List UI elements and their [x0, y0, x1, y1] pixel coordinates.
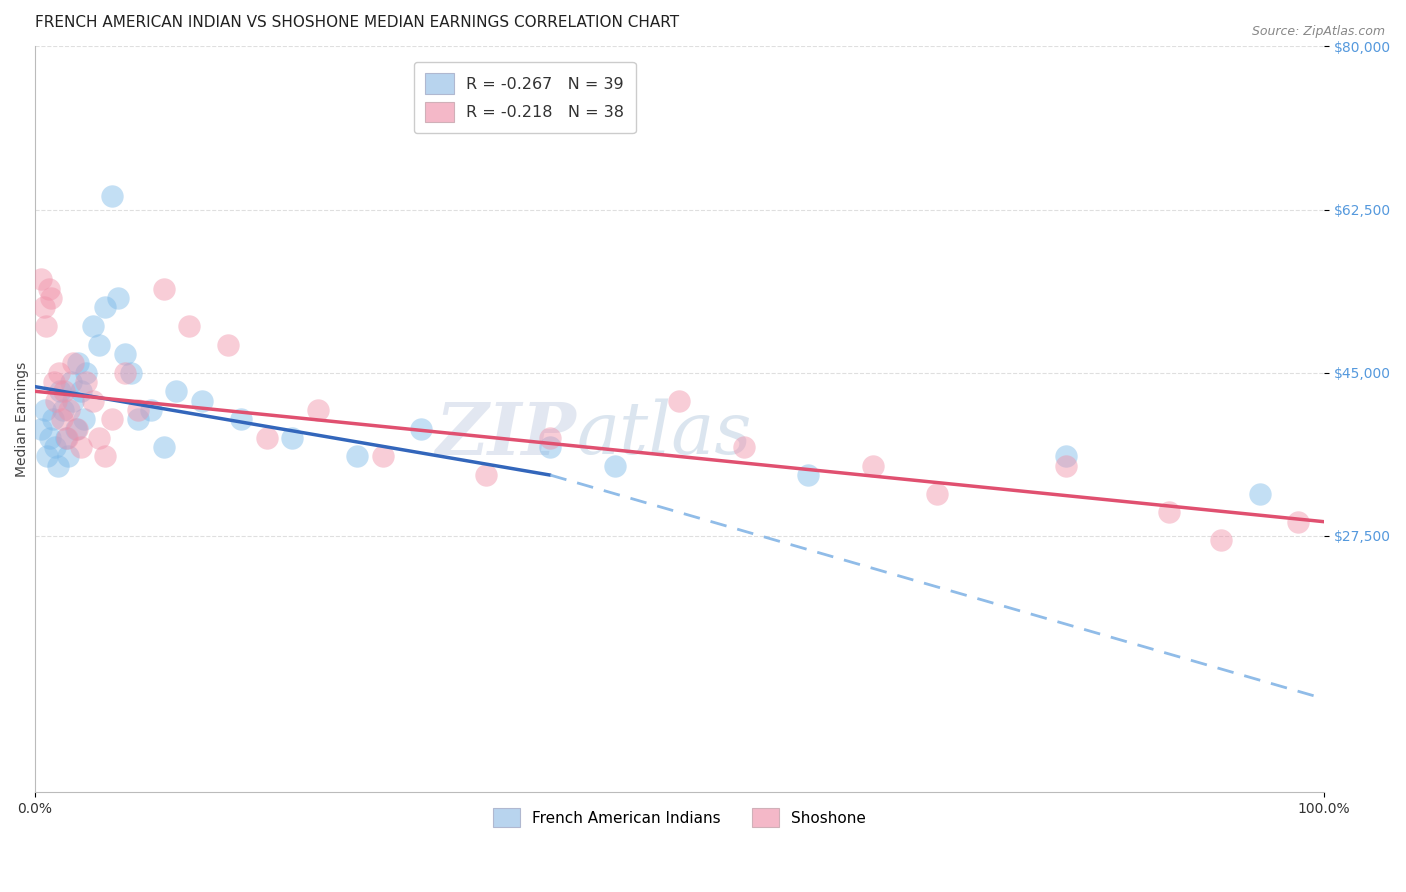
Point [139, 403, 162, 417]
Point [114, 347, 136, 361]
Point [35, 318, 58, 333]
Point [127, 412, 149, 426]
Point [55, 431, 77, 445]
Point [120, 366, 142, 380]
Point [191, 393, 214, 408]
Point [862, 458, 884, 473]
Point [87, 337, 110, 351]
Point [733, 440, 755, 454]
Point [94, 301, 117, 315]
Point [59, 375, 82, 389]
Legend: French American Indians, Shoshone: French American Indians, Shoshone [484, 798, 876, 837]
Point [217, 337, 239, 351]
Point [371, 450, 394, 464]
Point [30, 272, 52, 286]
Point [41, 412, 63, 426]
Text: FRENCH AMERICAN INDIAN VS SHOSHONE MEDIAN EARNINGS CORRELATION CHART: FRENCH AMERICAN INDIAN VS SHOSHONE MEDIA… [35, 15, 679, 30]
Point [152, 440, 174, 454]
Point [45, 393, 67, 408]
Point [1209, 533, 1232, 548]
Point [668, 393, 690, 408]
Y-axis label: Median Earnings: Median Earnings [15, 361, 30, 477]
Point [229, 412, 252, 426]
Point [101, 412, 124, 426]
Point [53, 384, 76, 399]
Text: atlas: atlas [576, 399, 752, 469]
Point [51, 412, 73, 426]
Point [44, 440, 66, 454]
Point [75, 366, 97, 380]
Point [56, 450, 79, 464]
Point [32, 301, 55, 315]
Point [34, 403, 56, 417]
Point [1249, 487, 1271, 501]
Point [48, 366, 70, 380]
Point [70, 440, 93, 454]
Point [1054, 458, 1077, 473]
Point [58, 403, 80, 417]
Point [87, 431, 110, 445]
Point [538, 431, 561, 445]
Point [538, 440, 561, 454]
Point [94, 450, 117, 464]
Point [38, 282, 60, 296]
Point [70, 384, 93, 399]
Point [65, 421, 87, 435]
Point [82, 393, 104, 408]
Point [62, 356, 84, 370]
Point [62, 393, 84, 408]
Point [41, 291, 63, 305]
Point [67, 356, 90, 370]
Point [107, 291, 129, 305]
Text: ZIP: ZIP [436, 399, 576, 469]
Point [307, 403, 329, 417]
Point [37, 450, 59, 464]
Point [56, 431, 79, 445]
Point [411, 421, 433, 435]
Point [1054, 450, 1077, 464]
Point [46, 458, 69, 473]
Point [179, 318, 201, 333]
Point [82, 318, 104, 333]
Point [39, 431, 62, 445]
Point [114, 366, 136, 380]
Point [75, 375, 97, 389]
Point [72, 412, 94, 426]
Point [1159, 505, 1181, 519]
Point [281, 431, 304, 445]
Point [127, 403, 149, 417]
Point [101, 188, 124, 202]
Point [797, 468, 820, 483]
Point [1286, 515, 1309, 529]
Text: Source: ZipAtlas.com: Source: ZipAtlas.com [1251, 25, 1385, 38]
Point [152, 282, 174, 296]
Point [42, 375, 65, 389]
Point [256, 431, 278, 445]
Point [927, 487, 949, 501]
Point [66, 421, 89, 435]
Point [165, 384, 187, 399]
Point [49, 384, 72, 399]
Point [603, 458, 626, 473]
Point [346, 450, 368, 464]
Point [30, 421, 52, 435]
Point [52, 403, 75, 417]
Point [475, 468, 498, 483]
